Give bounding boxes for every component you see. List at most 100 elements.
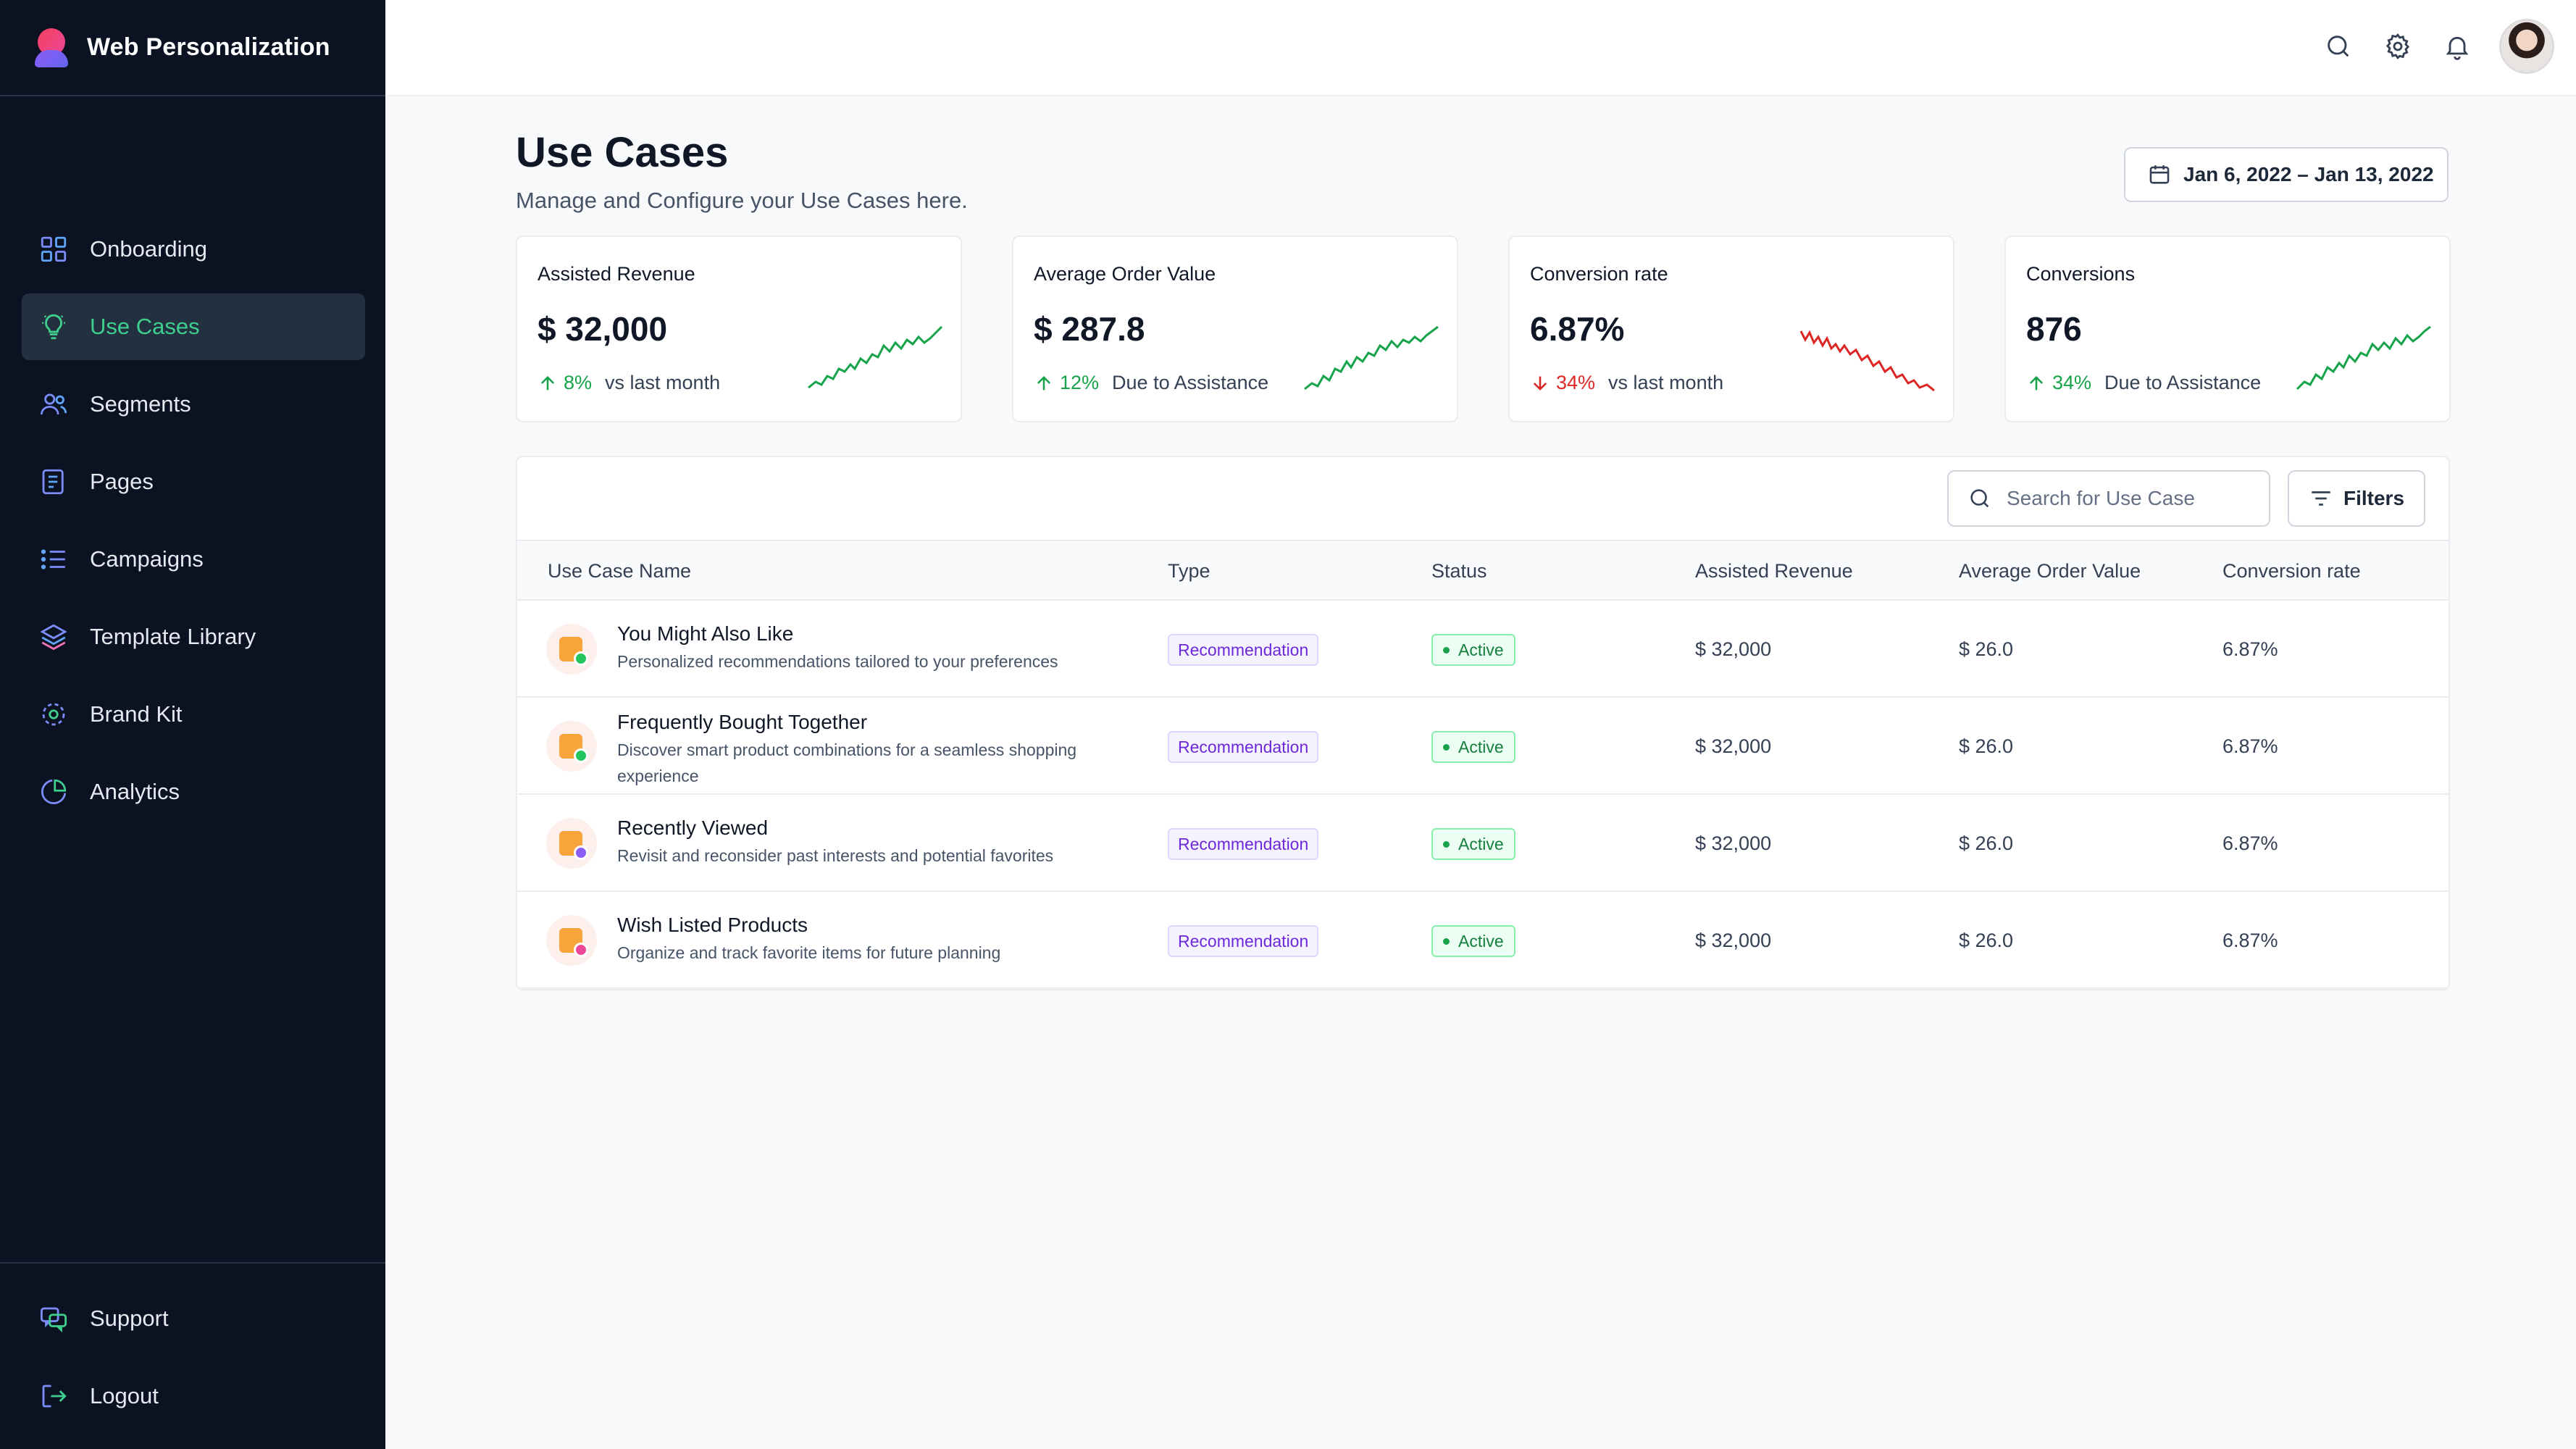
bell-icon[interactable]	[2440, 29, 2475, 64]
use-case-name[interactable]: Wish Listed Products	[617, 914, 808, 936]
sidebar-item-use-cases[interactable]: Use Cases	[22, 293, 365, 360]
use-case-description: Revisit and reconsider past interests an…	[617, 846, 1054, 865]
lightbulb-icon	[38, 311, 70, 343]
table-header: Use Case Name Type Status Assisted Reven…	[517, 540, 2449, 601]
cell-average-order-value: $ 26.0	[1959, 735, 2014, 757]
gear-icon[interactable]	[2380, 29, 2415, 64]
pie-chart-icon	[38, 776, 70, 808]
arrow-up-icon	[540, 375, 555, 390]
metric-trend: 34% Due to Assistance	[2026, 372, 2261, 394]
type-badge: Recommendation	[1168, 634, 1319, 666]
metric-note: vs last month	[1608, 372, 1724, 393]
grid-icon	[38, 233, 70, 265]
cell-conversion-rate: 6.87%	[2222, 735, 2278, 757]
sidebar-item-label: Logout	[90, 1383, 159, 1408]
sparkline-chart	[808, 325, 943, 389]
column-header-assisted-revenue[interactable]: Assisted Revenue	[1695, 560, 1853, 582]
metric-card-conversions: Conversions 876 34% Due to Assistance	[2004, 235, 2451, 422]
column-header-status[interactable]: Status	[1431, 560, 1487, 582]
status-badge: Active	[1431, 828, 1515, 860]
use-case-icon	[546, 915, 597, 966]
table-row[interactable]: Wish Listed Products Organize and track …	[517, 892, 2449, 989]
metric-change: 12%	[1060, 372, 1100, 393]
column-header-type[interactable]: Type	[1168, 560, 1210, 582]
cell-conversion-rate: 6.87%	[2222, 930, 2278, 951]
metric-value: $ 287.8	[1034, 310, 1145, 348]
cell-assisted-revenue: $ 32,000	[1695, 930, 1772, 951]
sparkline-chart	[1799, 330, 1935, 392]
target-icon	[38, 698, 70, 730]
cell-assisted-revenue: $ 32,000	[1695, 735, 1772, 757]
sidebar-item-label: Brand Kit	[90, 701, 183, 727]
filter-icon	[2312, 491, 2330, 506]
avatar[interactable]	[2499, 19, 2554, 74]
date-range-label: Jan 6, 2022 – Jan 13, 2022	[2183, 163, 2434, 185]
use-case-name[interactable]: Recently Viewed	[617, 817, 769, 839]
metric-label: Assisted Revenue	[538, 263, 695, 285]
type-badge: Recommendation	[1168, 925, 1319, 957]
page-subtitle: Manage and Configure your Use Cases here…	[516, 188, 968, 213]
sidebar-item-campaigns[interactable]: Campaigns	[22, 526, 365, 593]
cell-assisted-revenue: $ 32,000	[1695, 638, 1772, 660]
metric-card-assisted-revenue: Assisted Revenue $ 32,000 8% vs last mon…	[516, 235, 962, 422]
sidebar-item-logout[interactable]: Logout	[22, 1363, 365, 1429]
use-case-icon	[546, 818, 597, 869]
use-case-name[interactable]: Frequently Bought Together	[617, 711, 868, 733]
main-content: Use Cases Manage and Configure your Use …	[385, 98, 2576, 1449]
metric-change: 34%	[2052, 372, 2092, 393]
sidebar-item-support[interactable]: Support	[22, 1285, 365, 1352]
logout-icon	[38, 1380, 70, 1412]
metric-note: vs last month	[605, 372, 721, 393]
use-case-icon	[546, 624, 597, 675]
table-row[interactable]: Recently Viewed Revisit and reconsider p…	[517, 795, 2449, 892]
metric-trend: 8% vs last month	[538, 372, 720, 394]
cell-average-order-value: $ 26.0	[1959, 930, 2014, 951]
status-label: Active	[1458, 737, 1504, 756]
cell-assisted-revenue: $ 32,000	[1695, 832, 1772, 854]
status-label: Active	[1458, 834, 1504, 853]
chat-icon	[38, 1303, 70, 1335]
column-header-average-order-value[interactable]: Average Order Value	[1959, 560, 2141, 582]
status-label: Active	[1458, 931, 1504, 951]
status-label: Active	[1458, 640, 1504, 659]
column-header-conversion-rate[interactable]: Conversion rate	[2222, 560, 2361, 582]
type-badge: Recommendation	[1168, 828, 1319, 860]
metric-note: Due to Assistance	[2104, 372, 2262, 393]
sidebar-item-segments[interactable]: Segments	[22, 371, 365, 438]
filters-button[interactable]: Filters	[2288, 470, 2425, 527]
brand[interactable]: Web Personalization	[0, 0, 385, 96]
status-dot	[1443, 743, 1450, 751]
table-row[interactable]: You Might Also Like Personalized recomme…	[517, 601, 2449, 698]
sidebar-item-analytics[interactable]: Analytics	[22, 759, 365, 825]
layers-icon	[38, 621, 70, 653]
sidebar-item-brand-kit[interactable]: Brand Kit	[22, 681, 365, 748]
status-dot	[1443, 938, 1450, 945]
date-range-picker[interactable]: Jan 6, 2022 – Jan 13, 2022	[2124, 147, 2449, 202]
metric-label: Conversions	[2026, 263, 2136, 285]
sidebar-item-pages[interactable]: Pages	[22, 448, 365, 515]
status-badge: Active	[1431, 634, 1515, 666]
metric-value: 876	[2026, 310, 2082, 348]
topbar	[385, 0, 2576, 96]
topbar-actions	[2321, 19, 2554, 74]
use-case-name[interactable]: You Might Also Like	[617, 622, 794, 645]
users-icon	[38, 388, 70, 420]
search-placeholder: Search for Use Case	[2007, 487, 2195, 509]
metric-cards: Assisted Revenue $ 32,000 8% vs last mon…	[516, 235, 2451, 422]
sidebar-item-label: Analytics	[90, 779, 180, 804]
metric-card-average-order-value: Average Order Value $ 287.8 12% Due to A…	[1012, 235, 1458, 422]
sidebar-item-onboarding[interactable]: Onboarding	[22, 216, 365, 283]
metric-value: 6.87%	[1530, 310, 1625, 348]
column-header-name[interactable]: Use Case Name	[548, 560, 692, 582]
brand-logo-icon	[35, 28, 68, 67]
sidebar-item-label: Campaigns	[90, 546, 204, 572]
metric-label: Conversion rate	[1530, 263, 1668, 285]
search-icon	[1970, 489, 1989, 508]
sidebar-item-template-library[interactable]: Template Library	[22, 604, 365, 670]
sidebar-item-label: Template Library	[90, 624, 256, 649]
search-icon[interactable]	[2321, 29, 2356, 64]
use-case-description: Personalized recommendations tailored to…	[617, 652, 1058, 671]
search-input[interactable]: Search for Use Case	[1947, 470, 2270, 527]
table-row[interactable]: Frequently Bought Together Discover smar…	[517, 698, 2449, 795]
status-dot	[1443, 840, 1450, 848]
